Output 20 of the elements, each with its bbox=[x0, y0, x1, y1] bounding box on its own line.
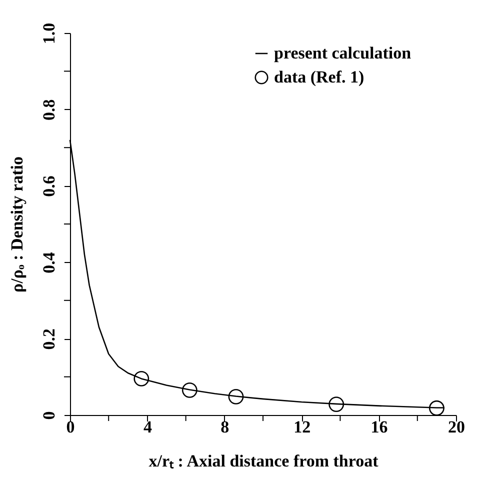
point bbox=[182, 382, 198, 398]
y-tick-label: 0.8 bbox=[40, 99, 58, 121]
legend-label: present calculation bbox=[274, 44, 412, 62]
point bbox=[228, 388, 244, 404]
x-axis-title: x/rₜ : Axial distance from throat bbox=[148, 452, 379, 470]
y-tick-label: 0 bbox=[40, 411, 58, 420]
x-tick-label: 20 bbox=[448, 418, 465, 436]
x-tick-label: 16 bbox=[370, 418, 388, 436]
y-tick-label: 0.6 bbox=[40, 176, 58, 197]
point bbox=[134, 371, 150, 386]
x-tick-label: 0 bbox=[66, 418, 75, 436]
x-tick-label: 12 bbox=[294, 418, 311, 436]
x-tick-label: 8 bbox=[220, 418, 230, 436]
point bbox=[328, 396, 344, 412]
legend-label: data (Ref. 1) bbox=[274, 68, 364, 86]
y-tick-label: 0.4 bbox=[40, 252, 58, 274]
y-tick-label: 1.0 bbox=[40, 22, 58, 44]
y-tick-label: 0.2 bbox=[40, 328, 58, 350]
y-axis-title: ρ/ρₒ : Density ratio bbox=[8, 156, 26, 292]
x-tick-label: 4 bbox=[143, 418, 152, 436]
